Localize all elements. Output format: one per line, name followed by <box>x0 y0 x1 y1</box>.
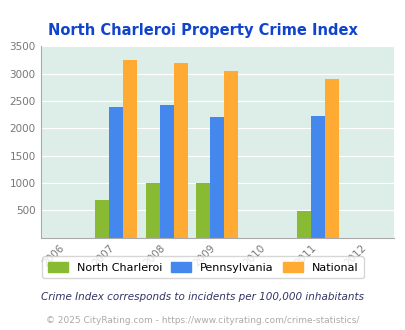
Bar <box>159 105 173 238</box>
Bar <box>296 211 310 238</box>
Text: Crime Index corresponds to incidents per 100,000 inhabitants: Crime Index corresponds to incidents per… <box>41 292 364 302</box>
Text: North Charleroi Property Crime Index: North Charleroi Property Crime Index <box>48 23 357 38</box>
Bar <box>324 79 339 238</box>
Bar <box>95 200 109 238</box>
Legend: North Charleroi, Pennsylvania, National: North Charleroi, Pennsylvania, National <box>42 256 363 278</box>
Bar <box>310 115 324 238</box>
Bar <box>145 183 159 238</box>
Bar <box>196 183 210 238</box>
Text: © 2025 CityRating.com - https://www.cityrating.com/crime-statistics/: © 2025 CityRating.com - https://www.city… <box>46 315 359 325</box>
Bar <box>109 108 123 238</box>
Bar <box>123 60 137 238</box>
Bar <box>210 117 224 238</box>
Bar <box>173 63 188 238</box>
Bar <box>224 71 238 238</box>
